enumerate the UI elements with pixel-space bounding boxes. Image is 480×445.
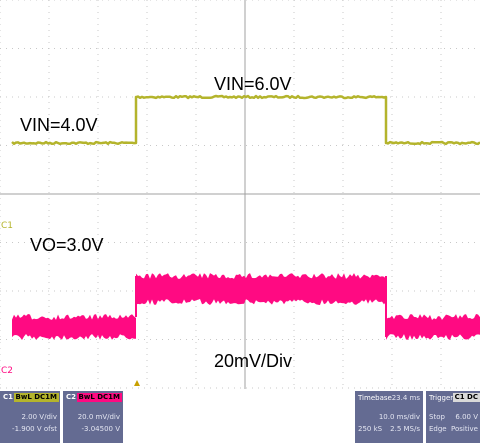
- ch1-ground-marker: C1: [1, 221, 14, 231]
- vin-high-label: VIN=6.0V: [214, 74, 292, 94]
- trigger-level: 6.00 V: [455, 413, 478, 421]
- trigger-mode: Stop: [429, 413, 445, 421]
- ch2-offset: -3.04500 V: [81, 425, 121, 433]
- trigger-source-badge: C1 DC: [452, 393, 480, 402]
- ch1-offset: -1.900 V ofst: [12, 425, 57, 433]
- trigger-position-marker: [134, 380, 140, 386]
- ch1-panel-header: C1 BwL DC1M: [0, 391, 60, 403]
- ch2-settings-panel[interactable]: C2 BwL DC1M 20.0 mV/div -3.04500 V: [63, 391, 123, 443]
- ch2-vo-noise-band-low-right: [386, 314, 480, 340]
- ch2-panel-header: C2 BwL DC1M: [63, 391, 123, 403]
- timebase-sample-rate: 2.5 MS/s: [390, 425, 420, 433]
- vo-label: VO=3.0V: [30, 235, 104, 255]
- waveform-display: VIN=6.0V VIN=4.0V VO=3.0V 20mV/Div: [0, 0, 480, 389]
- timebase-per-div: 10.0 ms/div: [378, 413, 420, 421]
- ch2-coupling-badge: BwL DC1M: [76, 393, 122, 402]
- ch1-coupling-badge: BwL DC1M: [13, 393, 59, 402]
- scale-label: 20mV/Div: [214, 351, 292, 371]
- ch1-settings-panel[interactable]: C1 BwL DC1M 2.00 V/div -1.900 V ofst: [0, 391, 60, 443]
- status-bar: C1 BwL DC1M 2.00 V/div -1.900 V ofst C2 …: [0, 389, 480, 445]
- timebase-panel[interactable]: Timebase -23.4 ms 10.0 ms/div 250 kS 2.5…: [355, 391, 423, 443]
- timebase-label: Timebase: [358, 394, 392, 402]
- trigger-slope: Positive: [451, 425, 478, 433]
- ch1-volts-per-div: 2.00 V/div: [21, 413, 58, 421]
- trigger-type: Edge: [429, 425, 447, 433]
- ch2-vo-noise-band-low-left: [12, 314, 136, 340]
- vin-low-label: VIN=4.0V: [20, 115, 98, 135]
- timebase-samples: 250 kS: [358, 425, 383, 433]
- ch2-ground-marker: C2: [1, 366, 14, 376]
- ch1-panel-label: C1: [3, 393, 14, 401]
- trigger-label: Trigger: [429, 394, 454, 402]
- ch2-vo-noise-band-high: [136, 273, 386, 305]
- timebase-delay: -23.4 ms: [389, 394, 420, 402]
- ch2-panel-label: C2: [66, 393, 77, 401]
- ch1-vin-trace: [11, 94, 480, 146]
- ch2-volts-per-div: 20.0 mV/div: [77, 413, 120, 421]
- trigger-panel[interactable]: Trigger C1 DC Stop 6.00 V Edge Positive: [426, 391, 480, 443]
